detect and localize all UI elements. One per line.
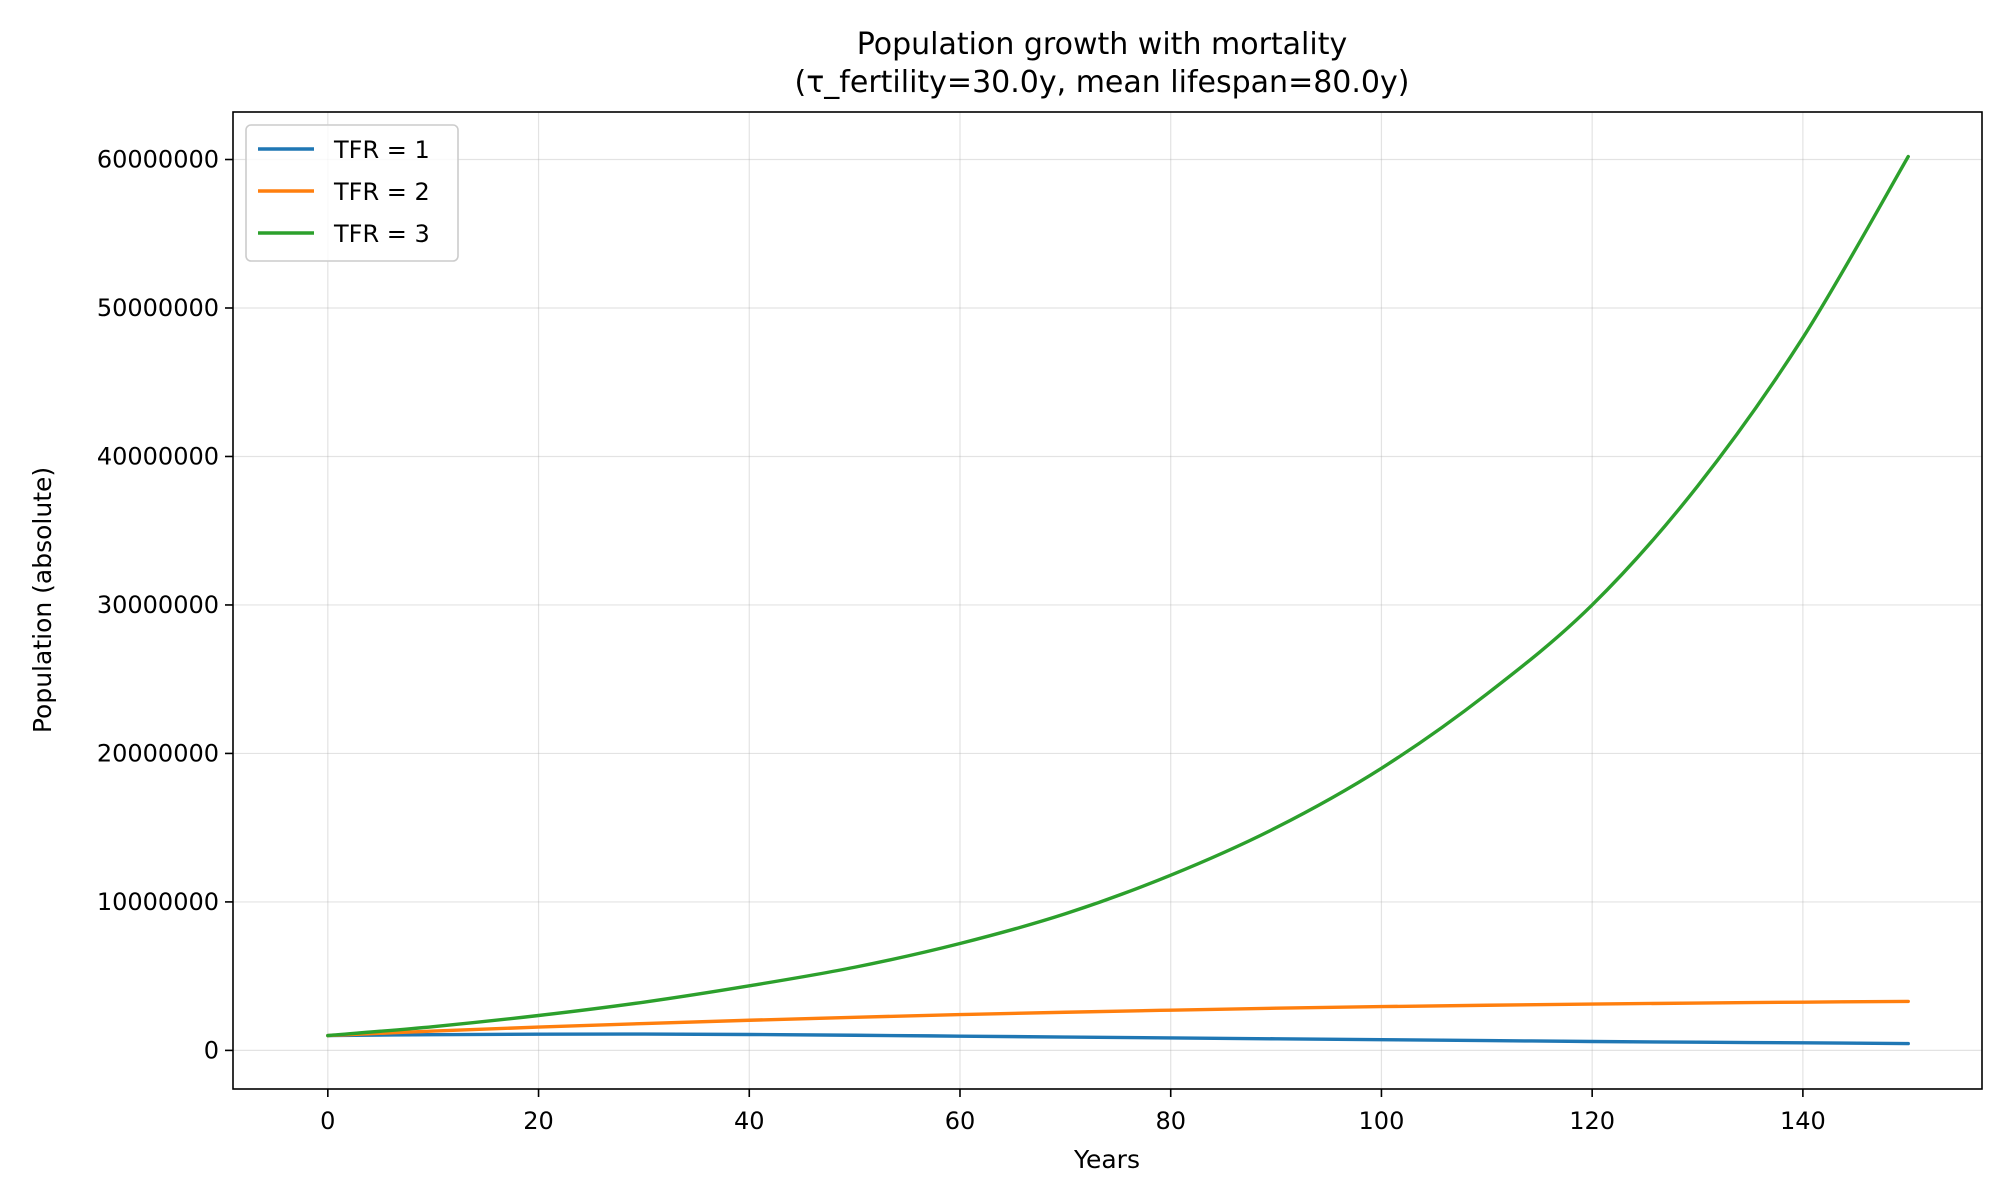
legend-label: TFR = 2 — [333, 178, 430, 206]
x-tick-label: 140 — [1780, 1107, 1826, 1135]
series-line-tfr-3 — [326, 154, 1910, 1038]
y-tick-label: 30000000 — [97, 591, 219, 619]
plot-frame — [232, 111, 1983, 1090]
legend: TFR = 1 TFR = 2 TFR = 3 — [245, 124, 459, 262]
series-line-tfr-2 — [326, 999, 1910, 1038]
x-tick-label: 40 — [734, 1107, 765, 1135]
y-tick-label: 60000000 — [97, 146, 219, 174]
x-tick-label: 120 — [1569, 1107, 1615, 1135]
x-tick-label: 0 — [320, 1107, 335, 1135]
x-tick-label: 80 — [1155, 1107, 1186, 1135]
plot-series — [326, 154, 1910, 1046]
series-line-tfr-1 — [326, 1032, 1910, 1046]
y-tick-label: 40000000 — [97, 442, 219, 470]
y-axis-label: Population (absolute) — [28, 467, 57, 733]
chart-title: Population growth with mortality — [857, 27, 1348, 62]
grid — [233, 112, 1982, 1089]
x-axis-label: Years — [1073, 1145, 1140, 1174]
legend-label: TFR = 1 — [333, 136, 430, 164]
legend-box — [245, 124, 459, 262]
chart-subtitle: (τ_fertility=30.0y, mean lifespan=80.0y) — [795, 65, 1410, 100]
y-tick-label: 50000000 — [97, 294, 219, 322]
y-tick-label: 0 — [204, 1036, 219, 1064]
y-tick-label: 20000000 — [97, 739, 219, 767]
x-tick-label: 60 — [945, 1107, 976, 1135]
x-tick-label: 20 — [523, 1107, 554, 1135]
y-tick-label: 10000000 — [97, 888, 219, 916]
axis-ticks: 0 20 40 60 80 100 120 140 0 10000000 20000000 30000… — [97, 146, 1826, 1135]
x-tick-label: 100 — [1359, 1107, 1405, 1135]
legend-label: TFR = 3 — [333, 220, 430, 248]
